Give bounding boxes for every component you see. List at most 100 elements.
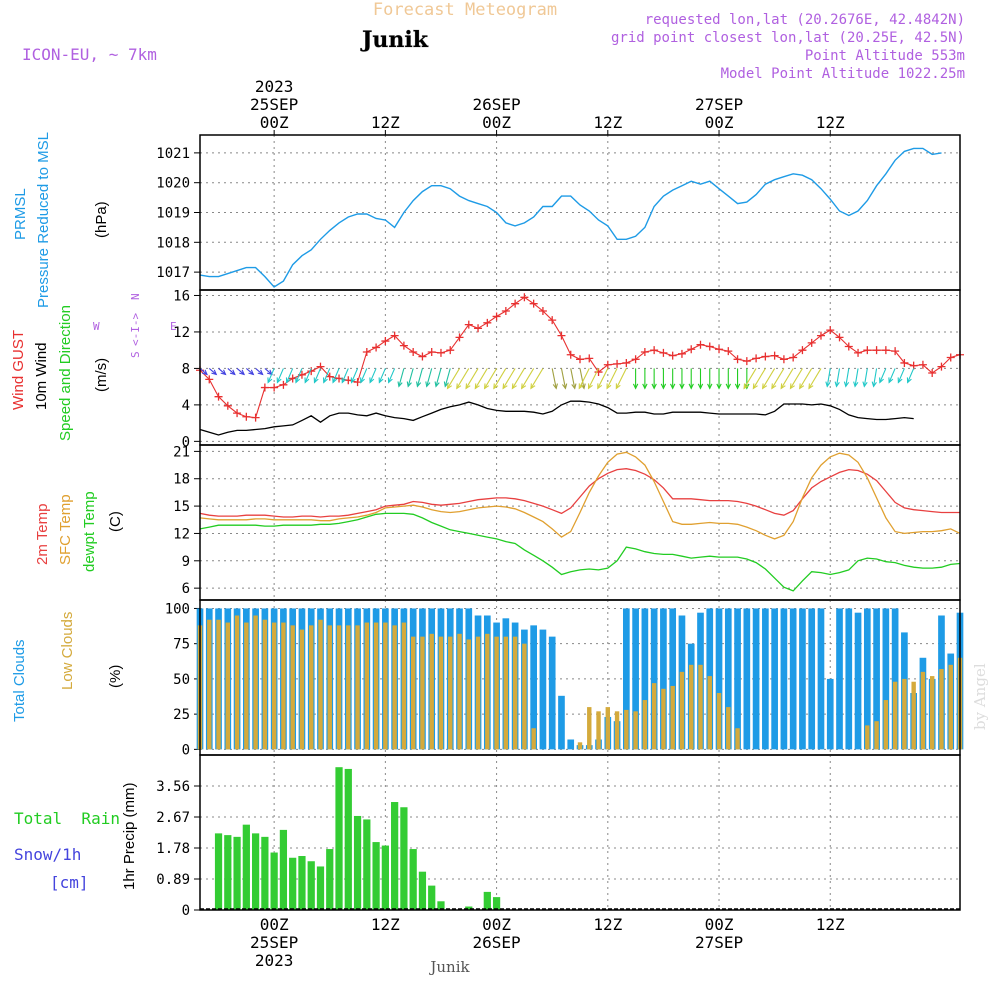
wind-arrow-head: [465, 383, 471, 390]
wind-panel: 0 4 8 12 16: [173, 288, 964, 450]
compass-e: E: [170, 320, 177, 333]
rain-bar: [261, 836, 269, 910]
total-cloud-bar: [836, 608, 843, 750]
total-cloud-bar: [799, 608, 806, 750]
wind-arrow-head: [552, 383, 558, 390]
low-cloud-bar: [401, 622, 407, 750]
wind-arrow-head: [651, 383, 657, 390]
total-cloud-bar: [724, 608, 732, 750]
temp-ytick-label: 9: [182, 554, 190, 570]
wind-arrow-head: [521, 383, 527, 390]
total-cloud-bar: [762, 608, 769, 750]
wind-arrow: [907, 368, 915, 383]
wind-ytick-label: 16: [173, 288, 190, 304]
pressure-ytick-label: 1019: [156, 206, 190, 222]
rain-bar: [400, 807, 408, 910]
wind-arrow: [304, 368, 312, 383]
snow-units: [cm]: [50, 873, 89, 892]
gust-marker: [946, 353, 955, 362]
low-clouds-label: Low Clouds: [59, 612, 76, 690]
wind-arrow-head: [416, 381, 422, 388]
wind-arrow: [276, 368, 284, 383]
total-cloud-bar: [845, 608, 853, 750]
temp-dewpt-line: [199, 512, 961, 592]
low-cloud-bar: [364, 622, 370, 750]
wind-arrow: [295, 368, 303, 383]
wind-ytick-label: 4: [182, 398, 190, 414]
rain-bar: [418, 871, 427, 910]
top-time-label: 12Z: [816, 113, 845, 132]
total-cloud-bar: [863, 608, 871, 750]
precip-ytick-label: 3.56: [156, 779, 190, 795]
gust-marker: [251, 413, 260, 422]
wind-arrow-head: [615, 383, 621, 390]
low-cloud-bar: [874, 721, 879, 750]
pressure-label-desc: Pressure Reduced to MSL: [35, 132, 52, 308]
gust-marker: [511, 299, 520, 308]
rain-bar: [428, 885, 436, 910]
low-cloud-bar: [448, 636, 453, 750]
total-rain-label: Total Rain: [14, 809, 120, 828]
wind-arrow-head: [707, 383, 713, 390]
wind-arrow-head: [752, 383, 758, 390]
total-cloud-bar: [826, 678, 834, 750]
gust-marker: [789, 353, 798, 362]
wind-arrow-head: [660, 383, 667, 390]
top-time-label: 12Z: [371, 113, 400, 132]
gust-marker: [353, 378, 362, 387]
compass-s: S: [129, 351, 142, 358]
gust-marker: [474, 324, 483, 333]
gust-marker: [381, 337, 390, 346]
bottom-time-label: 27SEP: [695, 933, 743, 952]
snow-label: Snow/1h: [14, 845, 81, 864]
low-cloud-bar: [642, 700, 648, 750]
low-cloud-bar: [902, 678, 907, 750]
rain-bar: [242, 824, 250, 910]
wind-arrow: [615, 368, 627, 389]
low-cloud-bar: [271, 622, 277, 750]
compass-arrows: <-I->: [129, 313, 142, 346]
wind-arrow-head: [425, 381, 431, 388]
precip-ytick-label: 2.67: [156, 810, 190, 826]
wind-arrow-head: [350, 377, 356, 384]
wind-arrow-head: [606, 383, 612, 390]
total-cloud-bar: [854, 612, 862, 750]
gust-marker: [761, 352, 770, 361]
low-cloud-bar: [522, 643, 527, 750]
top-time-label: 25SEP: [250, 95, 298, 114]
gust-marker: [242, 412, 251, 421]
wind-arrow: [493, 368, 507, 389]
temperature-panel: 6 9 12 15 18 21: [173, 444, 961, 601]
low-cloud-bar: [614, 711, 620, 750]
temp-ytick-label: 15: [173, 499, 190, 515]
wind-arrow: [578, 368, 590, 389]
low-cloud-bar: [531, 728, 536, 750]
compass-n: N: [129, 293, 142, 300]
gust-marker: [399, 341, 408, 350]
low-cloud-bar: [420, 636, 425, 750]
gust-marker: [724, 347, 733, 356]
gust-marker: [826, 326, 835, 335]
wind-arrow: [323, 368, 331, 383]
precip-units: 1hr Precip (mm): [121, 782, 138, 890]
wind-arrow-head: [632, 383, 639, 390]
gust-marker: [863, 346, 872, 355]
low-cloud-bar: [262, 619, 268, 750]
gust-marker: [409, 348, 418, 356]
bottom-time-label: 00Z: [260, 915, 289, 934]
wind-arrow: [551, 368, 557, 389]
pressure-panel: 1017 1018 1019 1020 1021: [156, 134, 961, 291]
bottom-time-label: 12Z: [816, 915, 845, 934]
gust-marker: [205, 375, 214, 384]
model-altitude: Model Point Altitude 1022.25m: [721, 66, 965, 82]
wind-ytick-label: 12: [173, 325, 190, 341]
wind-arrow-head: [313, 377, 319, 384]
wind-arrow-head: [267, 377, 273, 384]
wind-arrow: [808, 368, 822, 389]
wind-arrow: [879, 368, 887, 383]
low-cloud-bar: [624, 709, 629, 750]
gust-marker: [483, 318, 492, 327]
low-cloud-bar: [475, 636, 481, 750]
gust-marker: [668, 351, 677, 360]
